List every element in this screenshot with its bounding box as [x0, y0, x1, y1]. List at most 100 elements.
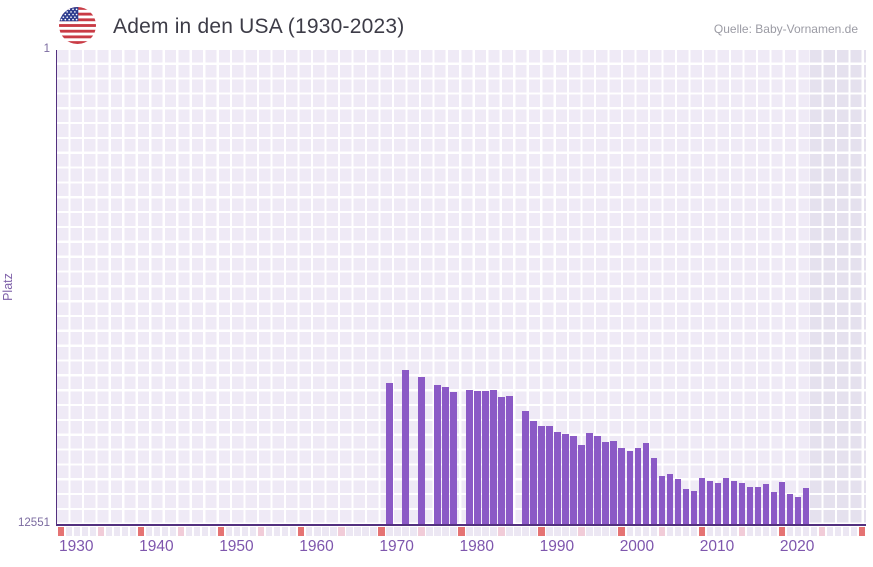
- year-tick-square: [602, 527, 609, 536]
- bar-2011[interactable]: [706, 481, 713, 525]
- bar-2018[interactable]: [762, 483, 770, 525]
- bar-2021[interactable]: [786, 494, 794, 525]
- year-tick-square: [322, 527, 329, 536]
- x-axis-line: [57, 524, 866, 526]
- bar-1985[interactable]: [498, 397, 505, 525]
- mid-decade-tick-square: [177, 527, 185, 536]
- bar-2023[interactable]: [802, 487, 810, 525]
- bar-1986[interactable]: [506, 395, 513, 525]
- bar-2022[interactable]: [794, 497, 802, 525]
- bar-2000[interactable]: [618, 447, 625, 525]
- bar-2007[interactable]: [674, 479, 681, 525]
- year-tick-square: [714, 527, 721, 536]
- bar-2002[interactable]: [634, 448, 641, 525]
- bar-1975[interactable]: [418, 377, 425, 525]
- year-tick-square: [402, 527, 409, 536]
- bar-2014[interactable]: [730, 481, 738, 525]
- bar-1995[interactable]: [578, 445, 585, 525]
- year-tick-square: [706, 527, 713, 536]
- year-tick-square: [490, 527, 497, 536]
- year-tick-square: [826, 527, 834, 536]
- bar-1979[interactable]: [450, 392, 457, 525]
- year-tick-square: [434, 527, 441, 536]
- x-tick-label-1970: 1970: [379, 538, 414, 555]
- mid-decade-tick-square: [658, 527, 665, 536]
- x-tick-label-1960: 1960: [299, 538, 334, 555]
- bar-1981[interactable]: [466, 389, 473, 525]
- year-tick-square: [642, 527, 649, 536]
- bar-1988[interactable]: [522, 410, 529, 525]
- bar-1993[interactable]: [562, 433, 569, 525]
- x-axis-tick-row: [57, 527, 866, 536]
- bar-1994[interactable]: [570, 435, 577, 525]
- bar-2017[interactable]: [754, 486, 762, 525]
- bar-2009[interactable]: [690, 490, 697, 525]
- decade-tick-square: [378, 527, 385, 536]
- year-tick-square: [234, 527, 241, 536]
- year-tick-square: [121, 527, 129, 536]
- year-tick-square: [209, 527, 217, 536]
- bar-2019[interactable]: [770, 491, 778, 525]
- bar-2015[interactable]: [738, 482, 746, 525]
- bar-2006[interactable]: [666, 474, 673, 525]
- bar-1998[interactable]: [602, 441, 609, 525]
- year-tick-square: [522, 527, 529, 536]
- y-axis-top-tick: 1: [43, 43, 50, 55]
- year-tick-square: [834, 527, 842, 536]
- year-tick-square: [786, 527, 794, 536]
- bar-1983[interactable]: [482, 391, 489, 525]
- bar-2004[interactable]: [650, 458, 657, 525]
- bar-1982[interactable]: [474, 391, 481, 525]
- decade-tick-square: [458, 527, 465, 536]
- year-tick-square: [626, 527, 633, 536]
- bar-1997[interactable]: [594, 435, 601, 525]
- decade-tick-square: [137, 527, 145, 536]
- decade-tick-square: [858, 527, 866, 536]
- bar-1996[interactable]: [586, 432, 593, 525]
- x-tick-label-2000: 2000: [619, 538, 655, 555]
- bar-2016[interactable]: [746, 487, 754, 525]
- year-tick-square: [730, 527, 738, 536]
- year-tick-square: [530, 527, 537, 536]
- year-tick-square: [65, 527, 73, 536]
- bar-1978[interactable]: [442, 386, 449, 525]
- source-credit: Quelle: Baby-Vornamen.de: [713, 22, 858, 36]
- year-tick-square: [250, 527, 257, 536]
- x-tick-label-1990: 1990: [539, 538, 575, 555]
- bar-1973[interactable]: [402, 369, 409, 525]
- decade-tick-square: [618, 527, 625, 536]
- bar-2020[interactable]: [778, 481, 786, 525]
- year-tick-square: [770, 527, 778, 536]
- bar-2003[interactable]: [642, 443, 649, 525]
- bar-1992[interactable]: [554, 432, 561, 525]
- year-tick-square: [754, 527, 762, 536]
- year-tick-square: [410, 527, 417, 536]
- year-tick-square: [562, 527, 569, 536]
- year-tick-square: [810, 527, 818, 536]
- future-years-band: [809, 50, 866, 525]
- bar-2001[interactable]: [626, 451, 633, 525]
- bar-1999[interactable]: [610, 440, 617, 525]
- bar-1990[interactable]: [538, 426, 545, 525]
- bar-1989[interactable]: [530, 420, 537, 525]
- bar-2012[interactable]: [714, 483, 721, 525]
- bar-1971[interactable]: [386, 383, 393, 525]
- bar-2008[interactable]: [682, 489, 689, 525]
- bar-1991[interactable]: [546, 425, 553, 525]
- year-tick-square: [506, 527, 513, 536]
- decade-tick-square: [57, 527, 65, 536]
- year-tick-square: [354, 527, 361, 536]
- bar-2010[interactable]: [698, 478, 705, 525]
- year-tick-square: [201, 527, 209, 536]
- page-title: Adem in den USA (1930-2023): [113, 15, 405, 38]
- bar-1984[interactable]: [490, 390, 497, 525]
- bar-1977[interactable]: [434, 385, 441, 525]
- bar-2013[interactable]: [722, 477, 729, 525]
- y-axis-title: Platz: [1, 273, 15, 301]
- year-tick-square: [666, 527, 673, 536]
- year-tick-square: [554, 527, 561, 536]
- bar-2005[interactable]: [658, 475, 665, 525]
- year-tick-square: [266, 527, 273, 536]
- year-tick-square: [282, 527, 289, 536]
